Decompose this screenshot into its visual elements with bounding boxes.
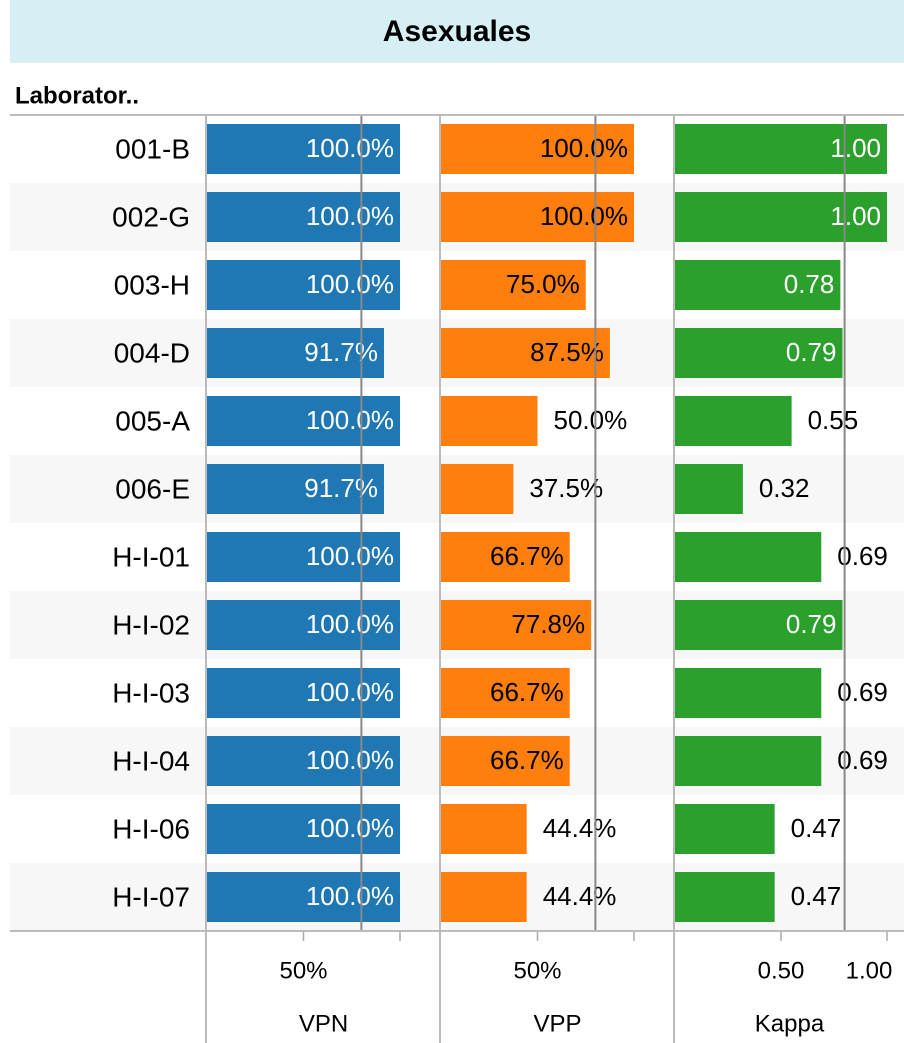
bar	[207, 464, 384, 514]
value-label: 66.7%	[490, 677, 564, 707]
bar	[441, 192, 634, 242]
bar	[675, 124, 887, 174]
bar	[441, 124, 634, 174]
value-label: 100.0%	[306, 813, 394, 843]
value-label: 100.0%	[540, 133, 628, 163]
title-bar	[10, 0, 904, 63]
row-label: 006-E	[115, 473, 190, 504]
bar	[675, 192, 887, 242]
bar	[441, 532, 570, 582]
value-label: 100.0%	[306, 269, 394, 299]
bar	[441, 396, 538, 446]
value-label: 75.0%	[506, 269, 580, 299]
bar	[207, 600, 400, 650]
x-tick-label: 50%	[279, 957, 327, 984]
bar	[207, 532, 400, 582]
x-tick-label: 50%	[513, 957, 561, 984]
bar	[675, 328, 843, 378]
row-label: 002-G	[112, 201, 190, 232]
axis-title: VPN	[299, 1010, 348, 1037]
value-label: 37.5%	[529, 473, 603, 503]
value-label: 44.4%	[543, 881, 617, 911]
value-label: 100.0%	[306, 201, 394, 231]
bar	[675, 872, 775, 922]
bar	[441, 736, 570, 786]
bar	[207, 872, 400, 922]
bar	[675, 668, 822, 718]
axis-title: VPP	[533, 1010, 581, 1037]
value-label: 0.69	[837, 677, 888, 707]
row-label: H-I-03	[112, 677, 190, 708]
row-label: H-I-07	[112, 881, 190, 912]
value-label: 0.79	[786, 337, 837, 367]
value-label: 0.47	[791, 881, 842, 911]
value-label: 77.8%	[511, 609, 585, 639]
value-label: 100.0%	[306, 609, 394, 639]
value-label: 50.0%	[554, 405, 628, 435]
bar	[207, 736, 400, 786]
row-label: 003-H	[114, 269, 190, 300]
row-label: 001-B	[115, 133, 190, 164]
bar	[675, 260, 841, 310]
row-label: H-I-02	[112, 609, 190, 640]
value-label: 0.47	[791, 813, 842, 843]
bar	[441, 804, 527, 854]
value-label: 0.78	[784, 269, 835, 299]
row-header: Laborator..	[15, 82, 139, 109]
value-label: 0.32	[759, 473, 810, 503]
value-label: 66.7%	[490, 745, 564, 775]
x-tick-label: 1.00	[846, 957, 893, 984]
bar	[207, 396, 400, 446]
value-label: 0.69	[837, 541, 888, 571]
value-label: 100.0%	[306, 881, 394, 911]
bar	[441, 464, 514, 514]
value-label: 100.0%	[306, 745, 394, 775]
value-label: 44.4%	[543, 813, 617, 843]
value-label: 0.55	[808, 405, 859, 435]
bar	[207, 328, 384, 378]
bar	[441, 328, 610, 378]
bar	[441, 260, 586, 310]
bar	[675, 804, 775, 854]
bar	[675, 532, 822, 582]
value-label: 100.0%	[306, 541, 394, 571]
x-tick-label: 0.50	[758, 957, 805, 984]
value-label: 1.00	[830, 201, 881, 231]
value-label: 100.0%	[306, 405, 394, 435]
bar	[675, 396, 792, 446]
value-label: 1.00	[830, 133, 881, 163]
bar	[675, 736, 822, 786]
axis-title: Kappa	[755, 1010, 825, 1037]
row-label: 005-A	[115, 405, 190, 436]
bar	[207, 192, 400, 242]
value-label: 66.7%	[490, 541, 564, 571]
bar	[441, 872, 527, 922]
value-label: 91.7%	[304, 473, 378, 503]
value-label: 100.0%	[306, 133, 394, 163]
row-label: H-I-04	[112, 745, 190, 776]
row-label: H-I-06	[112, 813, 190, 844]
value-label: 87.5%	[530, 337, 604, 367]
bar	[207, 260, 400, 310]
value-label: 100.0%	[540, 201, 628, 231]
value-label: 91.7%	[304, 337, 378, 367]
bar	[207, 124, 400, 174]
value-label: 100.0%	[306, 677, 394, 707]
value-label: 0.79	[786, 609, 837, 639]
bar	[441, 600, 592, 650]
bar	[441, 668, 570, 718]
row-label: H-I-01	[112, 541, 190, 572]
bar	[207, 668, 400, 718]
bar	[207, 804, 400, 854]
bar	[675, 600, 843, 650]
chart-title: Asexuales	[383, 15, 531, 48]
row-label: 004-D	[114, 337, 190, 368]
bar	[675, 464, 743, 514]
value-label: 0.69	[837, 745, 888, 775]
